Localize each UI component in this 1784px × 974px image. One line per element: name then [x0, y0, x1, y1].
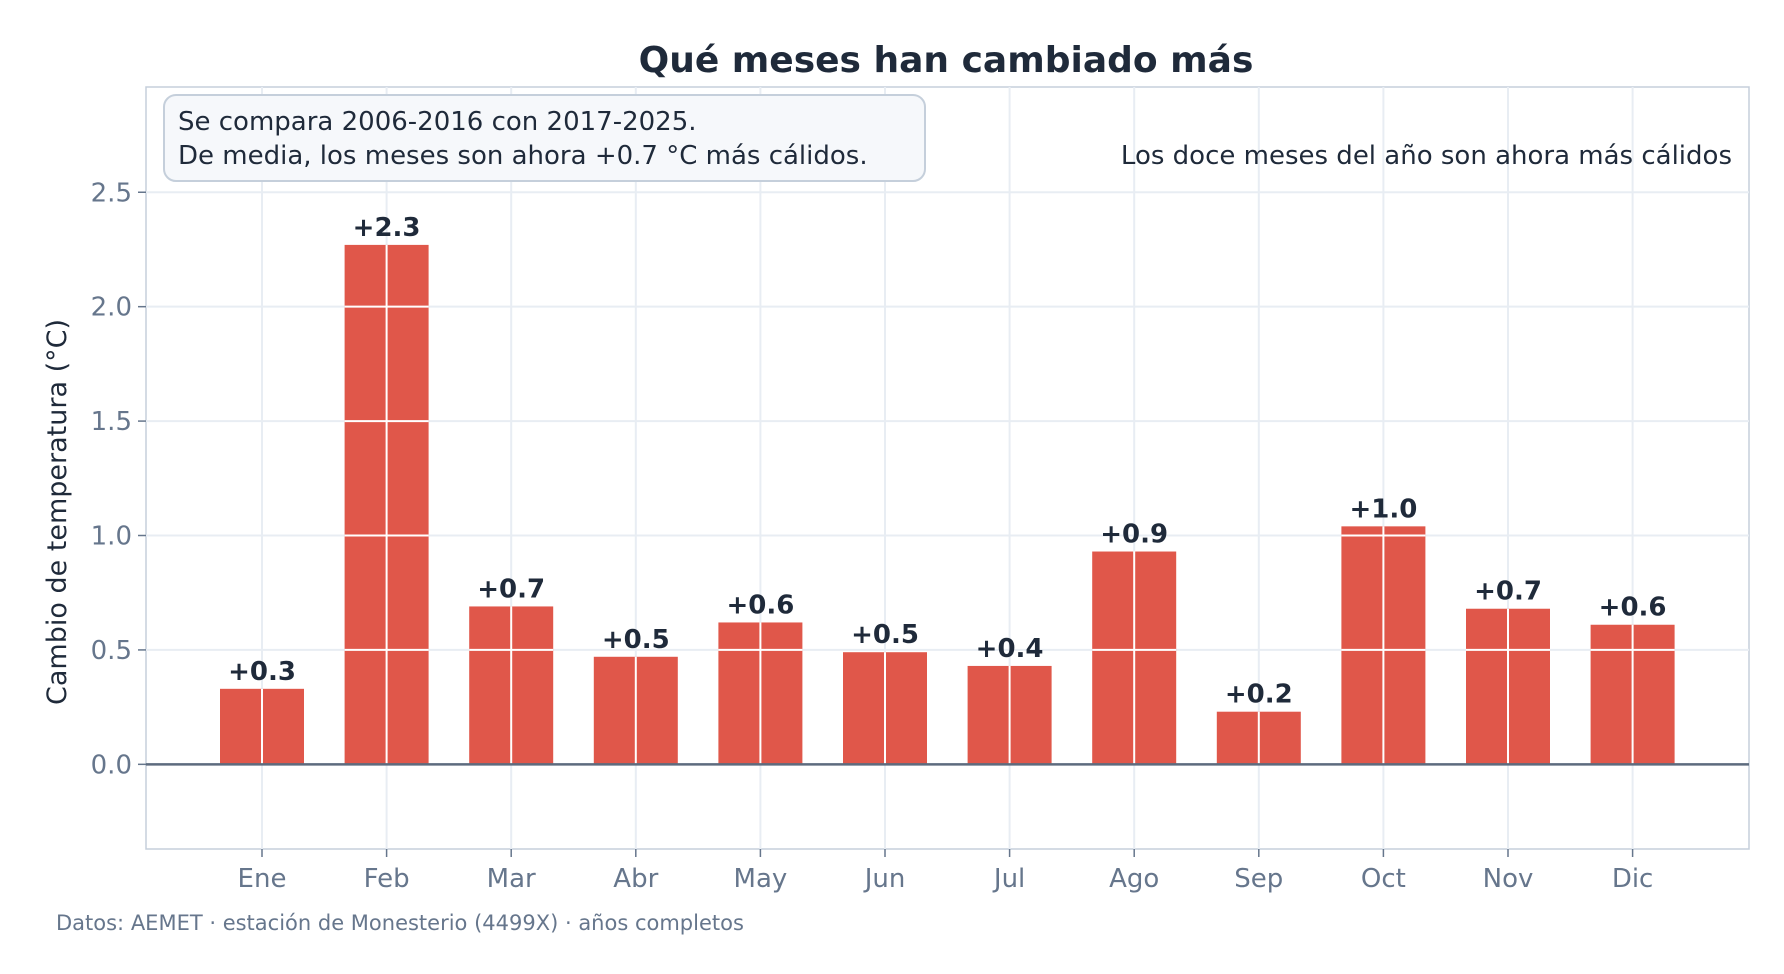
- y-axis-label: Cambio de temperatura (°C): [42, 319, 73, 705]
- chart-title: Qué meses han cambiado más: [639, 40, 1254, 81]
- data-label: +0.5: [602, 625, 670, 655]
- annotation-box: Se compara 2006-2016 con 2017-2025. De me…: [163, 94, 926, 182]
- x-tick-label: Ene: [238, 864, 287, 894]
- x-tick-label: Nov: [1483, 864, 1534, 894]
- data-label: +0.9: [1100, 520, 1168, 550]
- data-label: +0.3: [228, 657, 296, 687]
- data-label: +0.6: [726, 590, 794, 620]
- annotation-line-2: De media, los meses son ahora +0.7 °C má…: [178, 141, 868, 171]
- x-tick-label: Ago: [1109, 864, 1159, 894]
- y-tick-label: 0.5: [91, 636, 132, 666]
- x-tick-label: Dic: [1612, 864, 1654, 894]
- y-tick-label: 2.5: [91, 178, 132, 208]
- data-label: +0.2: [1225, 680, 1293, 710]
- data-label: +2.3: [353, 213, 421, 243]
- data-label: +0.4: [976, 634, 1044, 664]
- y-tick-label: 1.5: [91, 407, 132, 437]
- x-tick-label: Mar: [487, 864, 536, 894]
- data-label: +1.0: [1349, 494, 1417, 524]
- annotation-right: Los doce meses del año son ahora más cál…: [1121, 141, 1732, 171]
- x-tick-label: Jul: [992, 864, 1025, 894]
- data-label: +0.7: [477, 574, 545, 604]
- y-tick-label: 0.0: [91, 750, 132, 780]
- x-tick-label: Oct: [1361, 864, 1406, 894]
- x-tick-label: Abr: [613, 864, 658, 894]
- annotation-box-frame: [163, 94, 926, 182]
- x-tick-label: May: [734, 864, 788, 894]
- source-note: Datos: AEMET · estación de Monesterio (4…: [56, 911, 744, 935]
- x-tick-label: Jun: [863, 864, 906, 894]
- data-label: +0.6: [1599, 593, 1667, 623]
- bar-grid-overlay: [261, 244, 1675, 765]
- x-tick-label: Sep: [1234, 864, 1283, 894]
- data-label: +0.7: [1474, 577, 1542, 607]
- plot-area: 0.0 0.5 1.0 1.5 2.0 2.5 +0.3 +2.3 +0.7 +0.5 +0.6 +0…: [91, 86, 1750, 894]
- data-label: +0.5: [851, 620, 919, 650]
- y-tick-label: 1.0: [91, 522, 132, 552]
- y-tick-label: 2.0: [91, 293, 132, 323]
- x-tick-label: Feb: [364, 864, 410, 894]
- annotation-line-1: Se compara 2006-2016 con 2017-2025.: [178, 107, 697, 137]
- plot-frame: [145, 86, 1750, 850]
